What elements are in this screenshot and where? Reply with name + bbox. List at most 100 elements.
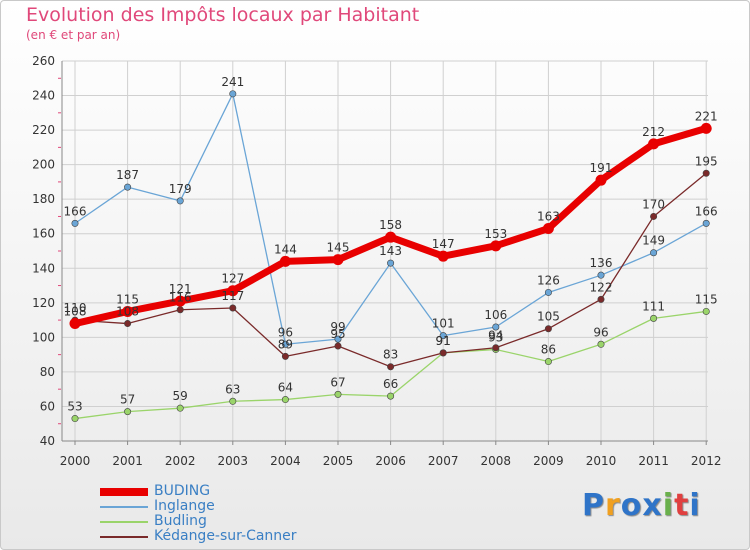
x-tick-label: 2002 — [165, 454, 196, 468]
data-label: 127 — [221, 272, 244, 286]
data-label: 187 — [116, 168, 139, 182]
legend: BUDING Inglange Budling Kédange-sur-Canner — [100, 483, 360, 544]
data-label: 83 — [383, 348, 398, 362]
y-tick-label: 120 — [32, 296, 55, 310]
chart-subtitle: (en € et par an) — [26, 28, 121, 42]
data-label: 64 — [278, 381, 293, 395]
data-point — [492, 344, 500, 352]
data-point — [229, 90, 237, 98]
logo-letter: P — [582, 488, 605, 523]
logo-letter: r — [605, 488, 621, 523]
data-label: 136 — [590, 256, 613, 270]
data-label: 195 — [695, 154, 718, 168]
data-point — [544, 325, 552, 333]
legend-swatch — [100, 488, 148, 496]
data-labels: 166 187 179 241 96 99 143 101 106 126 136 149 166 53 5… — [64, 75, 718, 414]
data-point — [650, 212, 658, 220]
data-label: 179 — [169, 182, 192, 196]
data-point — [281, 340, 289, 348]
data-label: 121 — [169, 282, 192, 296]
legend-entry: Kédange-sur-Canner — [100, 528, 360, 544]
data-label: 221 — [695, 109, 718, 123]
data-label: 105 — [537, 310, 560, 324]
data-point — [124, 320, 132, 328]
y-tick-label: 80 — [40, 365, 55, 379]
data-point — [542, 223, 554, 235]
data-label: 67 — [330, 375, 345, 389]
data-point — [595, 174, 607, 186]
data-label: 53 — [67, 400, 82, 414]
data-point — [597, 295, 605, 303]
data-label: 106 — [484, 308, 507, 322]
data-point — [702, 169, 710, 177]
data-point — [700, 122, 712, 134]
x-tick-label: 2005 — [323, 454, 354, 468]
data-point — [176, 306, 184, 314]
data-point — [439, 332, 447, 340]
logo-letter: o — [620, 488, 643, 523]
data-point — [387, 363, 395, 371]
data-label: 99 — [330, 320, 345, 334]
x-tick-label: 2010 — [586, 454, 617, 468]
grid — [62, 60, 708, 442]
data-label: 115 — [116, 292, 139, 306]
legend-swatch — [100, 506, 148, 508]
legend-swatch — [100, 536, 148, 538]
data-label: 166 — [695, 204, 718, 218]
y-tick-label: 240 — [32, 89, 55, 103]
y-tick-label: 160 — [32, 227, 55, 241]
logo-letter: t — [674, 488, 690, 523]
x-tick-label: 2004 — [270, 454, 301, 468]
data-label: 126 — [537, 273, 560, 287]
data-label: 95 — [330, 327, 345, 341]
data-point — [597, 340, 605, 348]
data-label: 96 — [593, 325, 608, 339]
y-tick-label: 40 — [40, 434, 55, 448]
data-label: 145 — [327, 241, 350, 255]
data-point — [650, 314, 658, 322]
data-point — [332, 254, 344, 266]
data-label: 147 — [432, 237, 455, 251]
data-point — [439, 349, 447, 357]
data-point — [174, 295, 186, 307]
legend-entry: BUDING — [100, 483, 360, 499]
data-label: 149 — [642, 234, 665, 248]
data-point — [227, 285, 239, 297]
data-label: 116 — [169, 291, 192, 305]
data-label: 158 — [379, 218, 402, 232]
data-point — [229, 304, 237, 312]
legend-swatch — [100, 521, 148, 523]
data-label: 115 — [695, 292, 718, 306]
data-point — [544, 288, 552, 296]
data-label: 143 — [379, 244, 402, 258]
data-point — [544, 358, 552, 366]
data-point — [387, 392, 395, 400]
data-point — [702, 219, 710, 227]
data-label: 153 — [484, 227, 507, 241]
axes: 40 60 80 100 120 140 160 180 200 220 240 260 2000 200… — [32, 54, 721, 468]
x-tick-label: 2003 — [218, 454, 249, 468]
data-point — [229, 397, 237, 405]
data-point — [702, 307, 710, 315]
data-label: 101 — [432, 317, 455, 331]
data-point — [334, 342, 342, 350]
legend-label: Inglange — [154, 498, 215, 514]
logo-letter: x — [642, 488, 663, 523]
data-point — [334, 335, 342, 343]
data-point — [69, 318, 81, 330]
data-point — [437, 250, 449, 262]
y-tick-label: 100 — [32, 330, 55, 344]
data-point — [281, 352, 289, 360]
data-label: 170 — [642, 197, 665, 211]
x-tick-label: 2007 — [428, 454, 459, 468]
data-label: 212 — [642, 125, 665, 139]
x-tick-label: 2011 — [638, 454, 669, 468]
x-tick-label: 2012 — [691, 454, 722, 468]
data-label: 108 — [116, 305, 139, 319]
data-label: 144 — [274, 242, 297, 256]
data-point — [387, 259, 395, 267]
data-point — [279, 255, 291, 267]
data-point — [176, 404, 184, 412]
data-point — [648, 138, 660, 150]
